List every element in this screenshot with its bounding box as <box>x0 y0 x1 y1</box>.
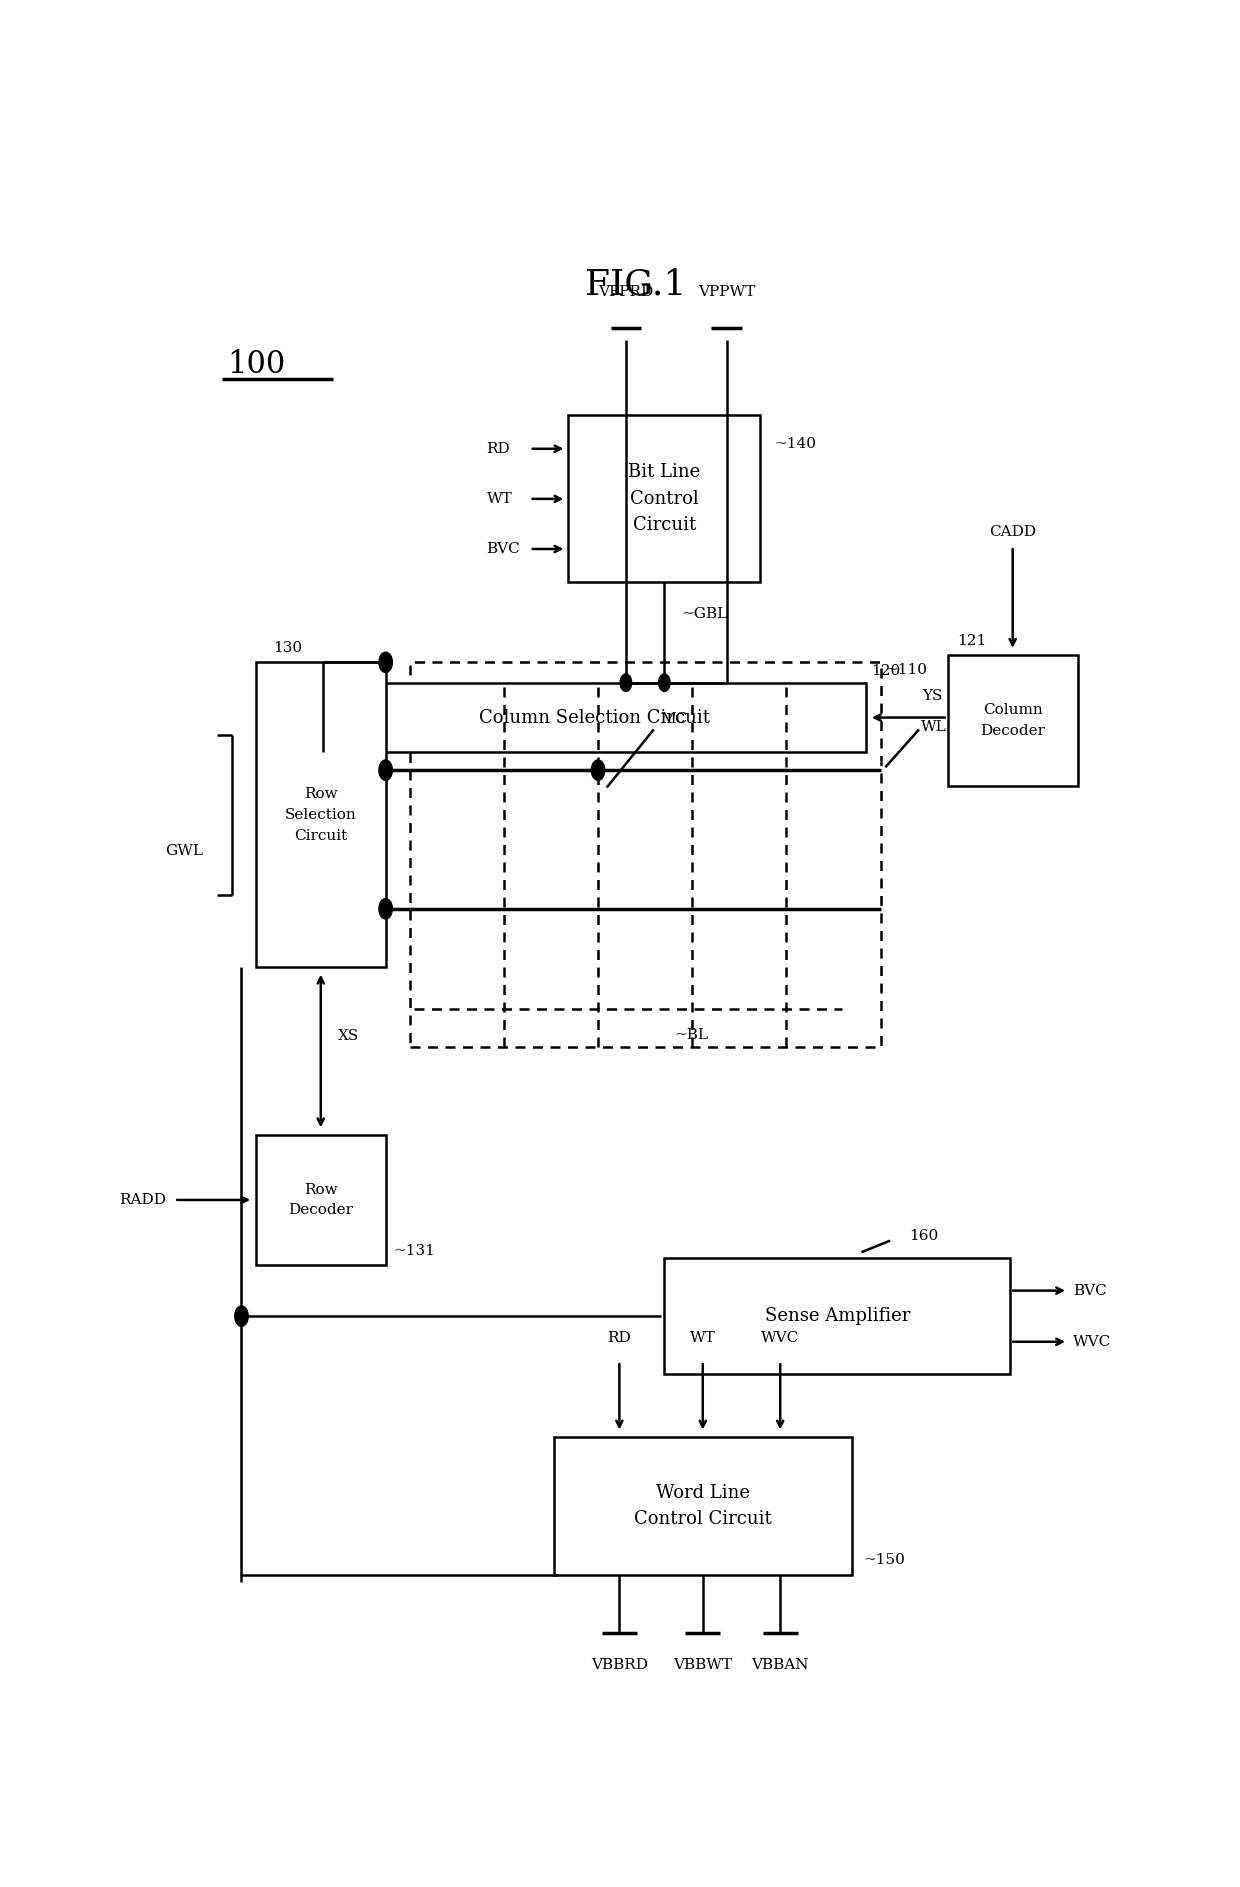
Text: 130: 130 <box>273 642 303 655</box>
Circle shape <box>591 760 605 781</box>
Bar <box>255 1134 386 1266</box>
Text: FIG.1: FIG.1 <box>585 268 686 302</box>
Text: VPPRD: VPPRD <box>598 285 653 298</box>
Text: GWL: GWL <box>165 843 203 859</box>
Text: RD: RD <box>608 1330 631 1345</box>
Text: Bit Line
Control
Circuit: Bit Line Control Circuit <box>629 464 701 534</box>
Text: WVC: WVC <box>1073 1334 1111 1349</box>
Text: WL: WL <box>921 719 946 734</box>
Circle shape <box>379 653 392 672</box>
Circle shape <box>658 674 670 691</box>
Circle shape <box>620 674 631 691</box>
Text: ~131: ~131 <box>393 1244 435 1259</box>
Text: 121: 121 <box>957 634 987 647</box>
Text: YS: YS <box>923 689 942 702</box>
Text: VBBRD: VBBRD <box>590 1659 647 1672</box>
Text: ~110: ~110 <box>885 662 928 677</box>
Text: RADD: RADD <box>119 1193 166 1208</box>
Circle shape <box>234 1306 248 1327</box>
Text: WT: WT <box>689 1330 715 1345</box>
Text: VPPWT: VPPWT <box>698 285 755 298</box>
Text: Row
Decoder: Row Decoder <box>288 1183 353 1217</box>
Text: VBBWT: VBBWT <box>673 1659 733 1672</box>
Circle shape <box>379 760 392 781</box>
Bar <box>255 662 386 968</box>
Text: Sense Amplifier: Sense Amplifier <box>765 1308 910 1325</box>
Text: WT: WT <box>486 493 512 506</box>
Text: Word Line
Control Circuit: Word Line Control Circuit <box>634 1483 771 1528</box>
Text: Column
Decoder: Column Decoder <box>980 704 1045 738</box>
Bar <box>409 662 880 1047</box>
Text: ~BL: ~BL <box>675 1028 708 1042</box>
Bar <box>554 1436 852 1576</box>
Text: 100: 100 <box>227 349 285 379</box>
Text: ~GBL: ~GBL <box>682 608 728 621</box>
Text: 120: 120 <box>870 664 900 677</box>
Bar <box>568 415 760 583</box>
Bar <box>947 655 1078 785</box>
Text: XS: XS <box>339 1030 360 1044</box>
Circle shape <box>379 898 392 919</box>
Text: 160: 160 <box>909 1228 939 1244</box>
Bar <box>665 1259 1011 1374</box>
Text: RD: RD <box>486 442 511 457</box>
Text: CADD: CADD <box>990 525 1037 538</box>
Text: BVC: BVC <box>486 542 521 557</box>
Text: ~150: ~150 <box>863 1553 905 1568</box>
Text: MC: MC <box>661 711 688 726</box>
Text: BVC: BVC <box>1073 1283 1106 1298</box>
Text: ~140: ~140 <box>775 438 817 451</box>
Text: Column Selection Circuit: Column Selection Circuit <box>479 708 711 726</box>
Text: VBBAN: VBBAN <box>751 1659 808 1672</box>
Text: WVC: WVC <box>761 1330 800 1345</box>
Text: Row
Selection
Circuit: Row Selection Circuit <box>285 787 357 842</box>
Bar <box>324 683 866 753</box>
